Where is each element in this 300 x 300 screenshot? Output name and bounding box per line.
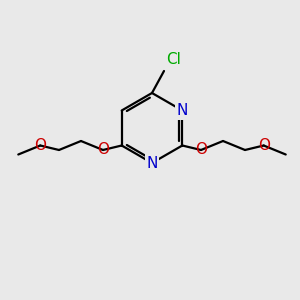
Text: O: O bbox=[97, 142, 109, 158]
Text: O: O bbox=[195, 142, 207, 158]
Text: N: N bbox=[177, 103, 188, 118]
Text: O: O bbox=[34, 138, 46, 153]
Text: Cl: Cl bbox=[166, 52, 181, 67]
Text: O: O bbox=[258, 138, 270, 153]
Text: N: N bbox=[146, 155, 158, 170]
